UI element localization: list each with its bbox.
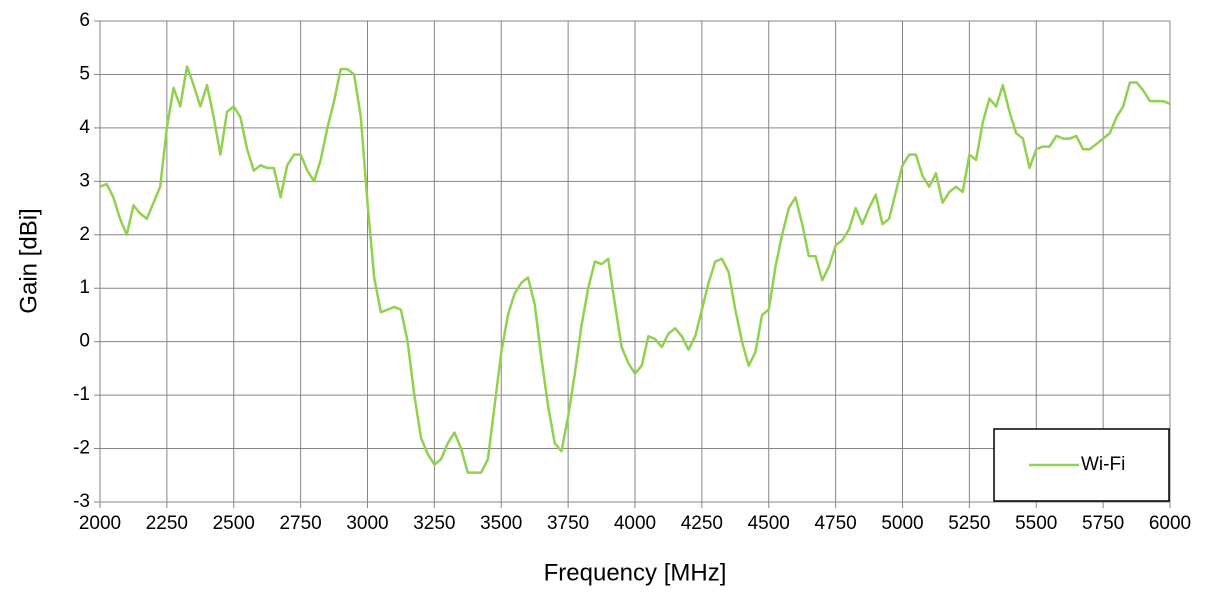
x-tick-label: 4750 xyxy=(814,513,856,534)
legend: Wi-Fi xyxy=(993,428,1170,502)
x-tick-label: 2250 xyxy=(146,513,188,534)
x-tick-label: 3250 xyxy=(413,513,455,534)
y-axis-title: Gain [dBi] xyxy=(15,208,42,313)
x-tick-label: 4500 xyxy=(748,513,790,534)
y-tick-label: 4 xyxy=(79,117,90,138)
x-tick-label: 5750 xyxy=(1082,513,1124,534)
y-tick-label: 6 xyxy=(79,10,90,31)
x-axis-title: Frequency [MHz] xyxy=(544,559,727,586)
x-tick-label: 3000 xyxy=(346,513,388,534)
legend-box xyxy=(993,428,1170,502)
y-tick-label: 5 xyxy=(79,63,90,84)
legend-label: Wi-Fi xyxy=(1081,454,1125,475)
x-tick-label: 2750 xyxy=(279,513,321,534)
x-tick-label: 3750 xyxy=(547,513,589,534)
x-tick-label: 5250 xyxy=(948,513,990,534)
y-tick-label: -2 xyxy=(73,438,90,459)
x-tick-label: 2000 xyxy=(79,513,121,534)
y-tick-label: -3 xyxy=(73,491,90,512)
y-tick-label: 2 xyxy=(79,224,90,245)
x-tick-label: 3500 xyxy=(480,513,522,534)
x-tick-label: 2500 xyxy=(213,513,255,534)
y-tick-label: 3 xyxy=(79,170,90,191)
x-tick-label: 4000 xyxy=(614,513,656,534)
x-tick-label: 4250 xyxy=(681,513,723,534)
y-tick-label: 1 xyxy=(79,277,90,298)
x-tick-label: 5000 xyxy=(881,513,923,534)
y-tick-label: 0 xyxy=(79,331,90,352)
data-line xyxy=(99,65,1171,474)
x-tick-label: 6000 xyxy=(1149,513,1191,534)
x-tick-label: 5500 xyxy=(1015,513,1057,534)
y-tick-label: -1 xyxy=(73,384,90,405)
